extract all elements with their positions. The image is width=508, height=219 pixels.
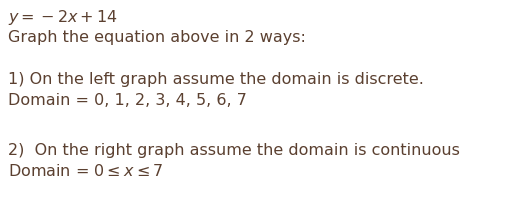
- Text: Domain = 0, 1, 2, 3, 4, 5, 6, 7: Domain = 0, 1, 2, 3, 4, 5, 6, 7: [8, 93, 247, 108]
- Text: $y = -2x + 14$: $y = -2x + 14$: [8, 8, 118, 27]
- Text: Graph the equation above in 2 ways:: Graph the equation above in 2 ways:: [8, 30, 306, 45]
- Text: Domain = $0 \leq x \leq 7$: Domain = $0 \leq x \leq 7$: [8, 163, 164, 179]
- Text: 1) On the left graph assume the domain is discrete.: 1) On the left graph assume the domain i…: [8, 72, 424, 87]
- Text: 2)  On the right graph assume the domain is continuous: 2) On the right graph assume the domain …: [8, 143, 460, 158]
